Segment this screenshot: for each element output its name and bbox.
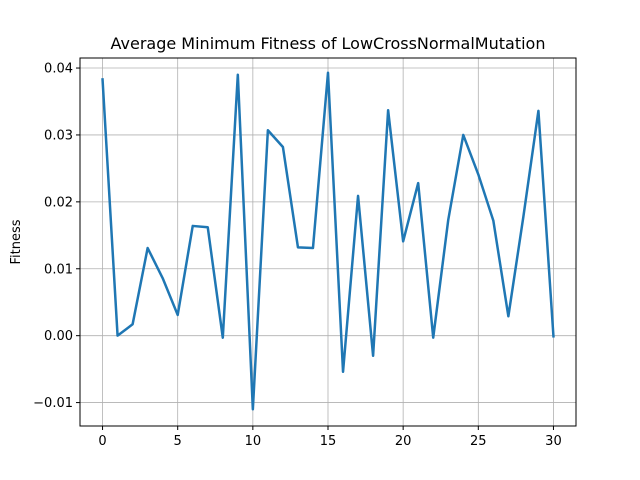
x-tick-label: 20 <box>395 434 412 449</box>
x-tick-label: 5 <box>174 434 182 449</box>
y-tick-label: 0.01 <box>44 262 73 277</box>
y-tick-label: 0.03 <box>44 128 73 143</box>
grid-lines <box>80 58 576 426</box>
series-line <box>101 71 555 411</box>
x-tick-label: 30 <box>545 434 562 449</box>
y-axis-label: Fitness <box>9 219 24 264</box>
y-tick-label: 0.02 <box>44 195 73 210</box>
x-tick-label: 10 <box>245 434 262 449</box>
x-tick-label: 25 <box>470 434 487 449</box>
x-axis: 0 5 10 15 20 25 30 <box>98 426 562 449</box>
x-tick-label: 15 <box>320 434 337 449</box>
y-tick-label: 0.04 <box>44 62 73 77</box>
x-tick-label: 0 <box>98 434 106 449</box>
series-layer <box>101 71 555 411</box>
y-tick-label: −0.01 <box>33 396 73 411</box>
y-tick-label: 0.00 <box>44 329 73 344</box>
chart-title: Average Minimum Fitness of LowCrossNorma… <box>111 34 546 53</box>
y-axis: −0.01 0.00 0.01 0.02 0.03 0.04 <box>33 62 80 411</box>
